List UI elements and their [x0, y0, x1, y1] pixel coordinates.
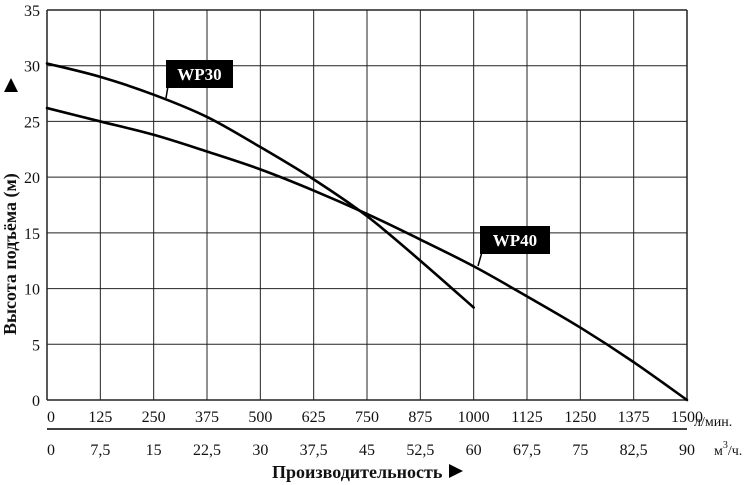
x-tick-labels-primary: 0 125 250 375 500 625 750 875 1000 1125 1250 1375 15… [47, 409, 703, 426]
x-tick-label-primary: 875 [408, 409, 432, 426]
series-label-wp40: WP40 [477, 226, 550, 267]
x-tick-label-secondary: 90 [679, 442, 695, 459]
x-tick-label-primary: 0 [47, 409, 55, 426]
x-tick-label-secondary: 45 [359, 442, 375, 459]
x-tick-label-primary: 1125 [511, 409, 542, 426]
x-tick-label-secondary: 82,5 [620, 442, 648, 459]
x-tick-label-secondary: 0 [47, 442, 55, 459]
x-tick-label-primary: 1500 [671, 409, 703, 426]
x-tick-label-primary: 500 [248, 409, 272, 426]
x-tick-label-secondary: 60 [466, 442, 482, 459]
y-tick-label: 20 [24, 170, 40, 187]
leader-line [477, 251, 483, 267]
x-tick-label-primary: 750 [355, 409, 379, 426]
x-unit-secondary: м3/ч. [714, 440, 742, 459]
y-tick-label: 10 [24, 282, 40, 299]
series-line-wp30 [45, 62, 475, 309]
x-tick-label-secondary: 30 [252, 442, 268, 459]
y-tick-label: 15 [24, 226, 40, 243]
y-tick-label: 25 [24, 114, 40, 131]
x-axis-title: Производительность [272, 462, 463, 482]
y-tick-label: 0 [32, 393, 40, 410]
x-tick-label-secondary: 67,5 [513, 442, 541, 459]
x-tick-label-secondary: 22,5 [193, 442, 221, 459]
series-lines [45, 62, 689, 402]
x-tick-label-primary: 1250 [564, 409, 596, 426]
svg-text:Производительность: Производительность [272, 462, 443, 482]
y-axis-title: Высота подъёма (м) [0, 78, 21, 335]
x-tick-labels-secondary: 0 7,5 15 22,5 30 37,5 45 52,5 60 67,5 75 82,5 90 [47, 442, 695, 459]
x-tick-label-secondary: 15 [146, 442, 162, 459]
series-label-wp30: WP30 [165, 60, 233, 99]
series-labels: WP30 WP40 [165, 60, 550, 267]
x-tick-label-primary: 1375 [618, 409, 650, 426]
x-unit-primary: л/мин. [694, 415, 732, 430]
x-tick-label-secondary: 37,5 [300, 442, 328, 459]
y-tick-label: 30 [24, 59, 40, 76]
label-background [166, 60, 233, 88]
series-line-wp40 [45, 106, 689, 402]
svg-text:Высота подъёма (м): Высота подъёма (м) [0, 173, 21, 335]
x-axis-arrow-icon [449, 464, 463, 478]
y-tick-label: 35 [24, 3, 40, 20]
grid [46, 9, 688, 401]
x-tick-label-primary: 250 [142, 409, 166, 426]
x-tick-label-primary: 125 [88, 409, 112, 426]
x-tick-label-secondary: 52,5 [406, 442, 434, 459]
x-tick-label-secondary: 75 [572, 442, 588, 459]
y-axis-arrow-icon [4, 78, 18, 92]
label-text: WP30 [177, 65, 221, 84]
y-tick-label: 5 [32, 337, 40, 354]
x-tick-label-primary: 1000 [458, 409, 490, 426]
label-background [480, 226, 550, 254]
x-tick-label-primary: 375 [195, 409, 219, 426]
x-tick-label-primary: 625 [302, 409, 326, 426]
y-tick-labels: 0 5 10 15 20 25 30 35 [24, 3, 40, 410]
label-text: WP40 [493, 231, 537, 250]
x-tick-label-secondary: 7,5 [90, 442, 110, 459]
